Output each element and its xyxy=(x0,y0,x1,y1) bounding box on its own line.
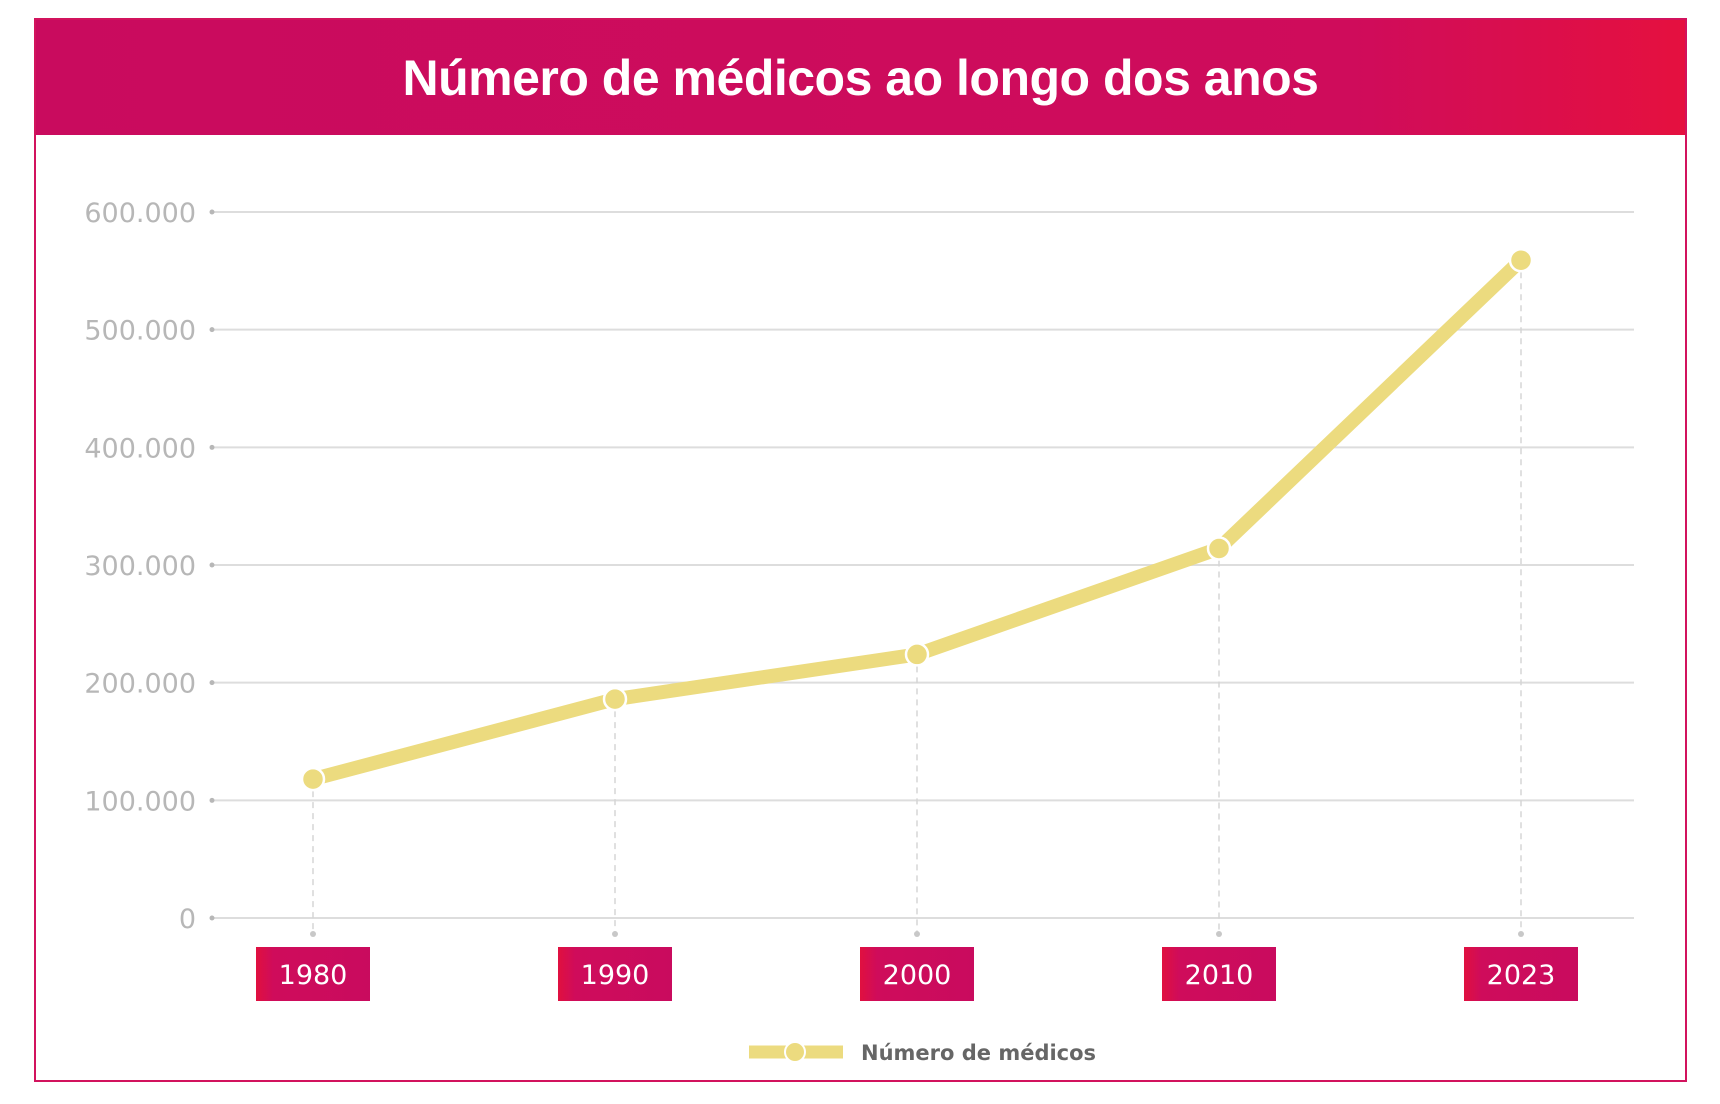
y-tick-mark xyxy=(209,915,215,921)
chart-header: Número de médicos ao longo dos anos xyxy=(36,20,1685,135)
grid-lines xyxy=(212,211,1634,919)
y-tick-label: 500.000 xyxy=(84,316,196,347)
y-tick-mark xyxy=(209,327,215,333)
legend-marker xyxy=(784,1041,806,1063)
x-label-box xyxy=(1162,947,1276,1001)
y-tick-mark xyxy=(209,680,215,686)
y-tick-label: 200.000 xyxy=(84,669,196,700)
chart-title: Número de médicos ao longo dos anos xyxy=(402,49,1319,106)
x-tick-label: 2023 xyxy=(1487,960,1556,991)
x-label-box xyxy=(558,947,672,1001)
x-axis-labels: 1980 1990 2000 2010 2023 xyxy=(256,947,1578,1001)
data-point xyxy=(602,686,628,712)
data-point xyxy=(1206,536,1232,561)
legend-label: Número de médicos xyxy=(861,1041,1096,1065)
vertical-guides xyxy=(310,272,1524,937)
x-tick-mark xyxy=(310,931,316,937)
y-tick-label: 100.000 xyxy=(84,786,196,817)
data-point xyxy=(300,766,326,792)
y-tick-label: 400.000 xyxy=(84,433,196,464)
y-tick-label: 300.000 xyxy=(84,551,196,582)
x-label-box xyxy=(860,947,974,1001)
y-axis-ticks: 0 100.000 200.000 300.000 400.000 500.000 600.… xyxy=(84,198,215,935)
x-tick-mark xyxy=(1518,931,1524,937)
legend: Número de médicos xyxy=(749,1041,1096,1065)
y-tick-mark xyxy=(209,562,215,568)
x-tick-label: 2000 xyxy=(883,960,952,991)
y-tick-mark xyxy=(209,209,215,215)
y-tick-mark xyxy=(209,444,215,450)
x-tick-label: 2010 xyxy=(1185,960,1254,991)
x-tick-mark xyxy=(612,931,618,937)
x-tick-label: 1990 xyxy=(581,960,650,991)
x-label-box xyxy=(1464,947,1578,1001)
y-tick-label: 600.000 xyxy=(84,198,196,229)
y-tick-mark xyxy=(209,797,215,803)
data-point xyxy=(1508,247,1534,273)
chart-card: Número de médicos ao longo dos anos xyxy=(34,18,1687,1082)
data-point xyxy=(904,642,930,667)
x-tick-label: 1980 xyxy=(279,960,348,991)
x-tick-mark xyxy=(1216,931,1222,937)
y-tick-label: 0 xyxy=(179,904,196,935)
series-layer xyxy=(300,247,1534,792)
x-label-box xyxy=(256,947,370,1001)
x-tick-mark xyxy=(914,931,920,937)
